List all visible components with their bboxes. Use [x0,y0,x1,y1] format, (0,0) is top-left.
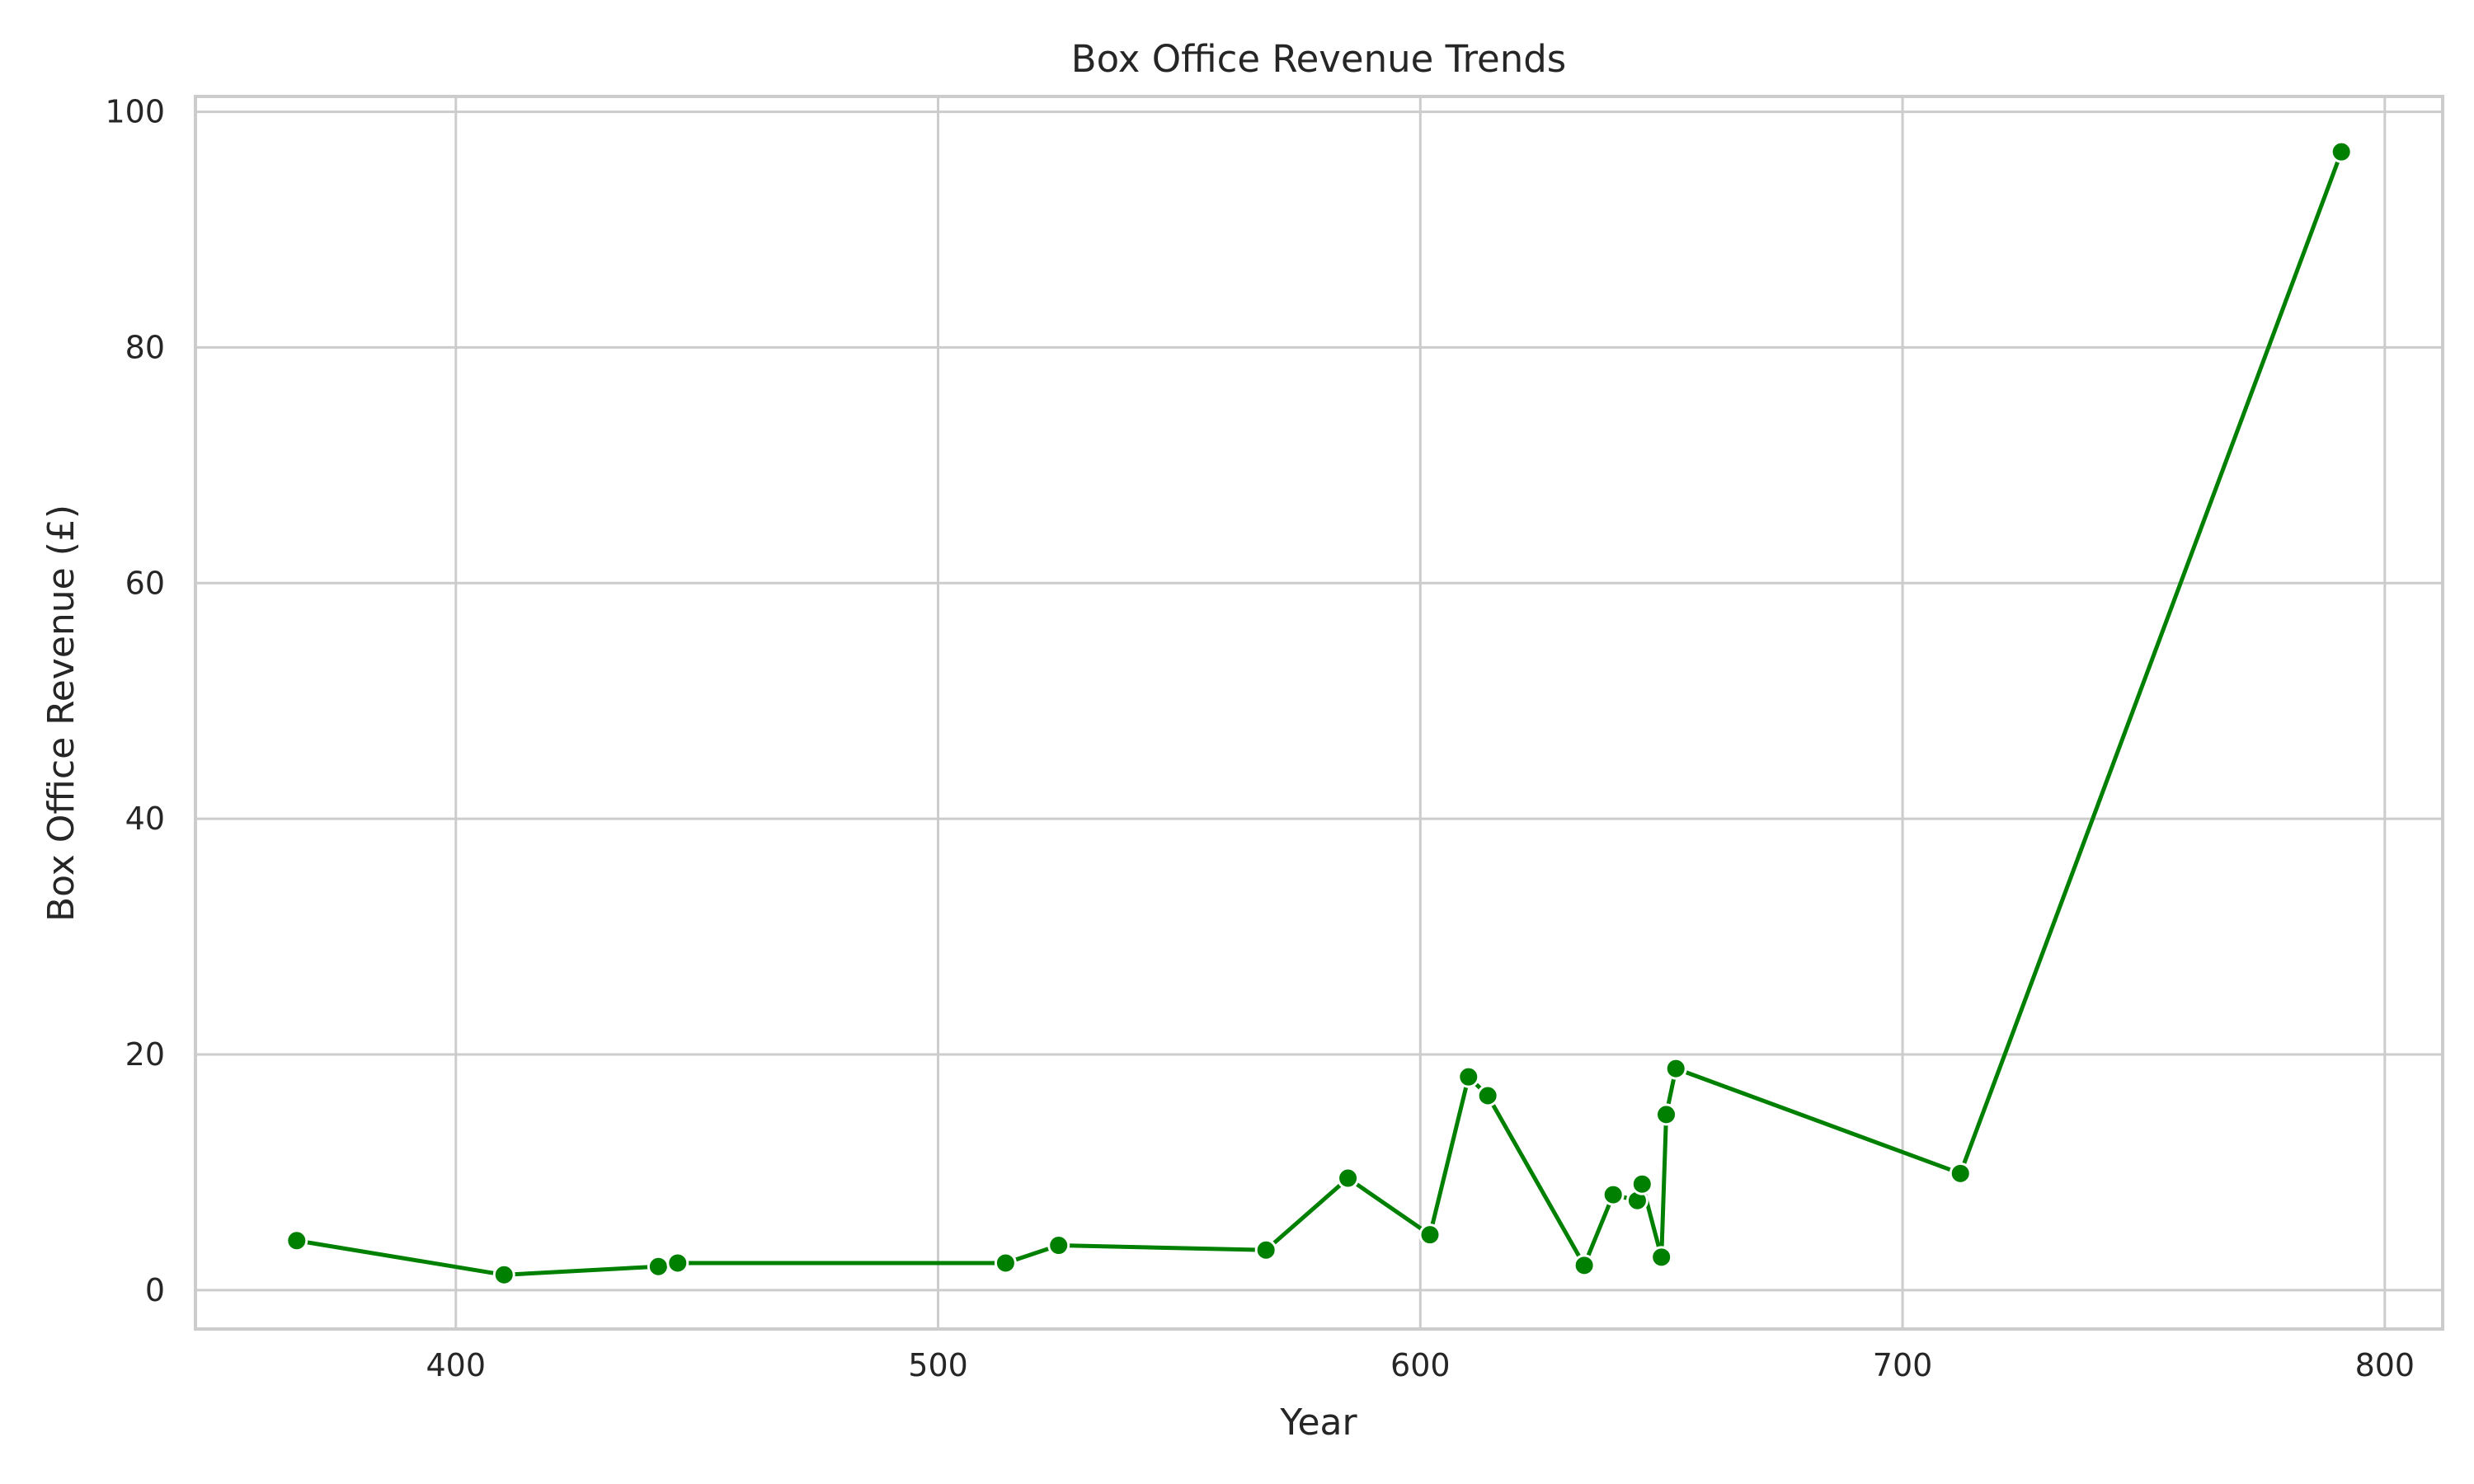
x-tick-label: 800 [2355,1347,2415,1383]
data-point [1655,1103,1678,1126]
series-line [294,149,2344,1277]
series-layer [285,140,2353,1286]
x-tick-label: 500 [908,1347,968,1383]
x-tick-label: 600 [1390,1347,1451,1383]
y-tick-label: 60 [125,565,165,601]
tick-labels: 400 500 600 700 800 0 20 40 60 80 100 [105,94,2415,1383]
data-point [1949,1162,1972,1185]
x-tick-label: 700 [1873,1347,1933,1383]
data-point [1573,1254,1596,1277]
y-axis-label: Box Office Revenue (£) [40,505,82,922]
x-tick-label: 400 [426,1347,487,1383]
data-point [666,1252,689,1275]
data-point [1664,1057,1687,1080]
x-axis-label: Year [1279,1402,1357,1444]
grid-lines [195,96,2443,1329]
plot-background [195,96,2443,1329]
data-point [1457,1065,1480,1088]
data-point [1337,1167,1360,1190]
data-point [285,1229,308,1252]
data-point [647,1255,670,1278]
data-point [492,1263,515,1286]
y-tick-label: 100 [105,94,165,130]
data-point [1602,1183,1625,1206]
y-tick-label: 20 [125,1036,165,1073]
chart-title: Box Office Revenue Trends [1071,37,1567,81]
y-tick-label: 40 [125,801,165,837]
data-point [1047,1234,1070,1257]
y-tick-label: 0 [145,1272,165,1308]
data-point [1418,1223,1442,1247]
y-tick-label: 80 [125,329,165,365]
data-point [1650,1246,1673,1269]
data-point [1254,1238,1277,1261]
plot-frame [194,95,2444,1331]
data-point [2330,140,2353,163]
data-point [1476,1084,1499,1107]
data-point [1630,1172,1653,1195]
data-point [994,1252,1017,1275]
